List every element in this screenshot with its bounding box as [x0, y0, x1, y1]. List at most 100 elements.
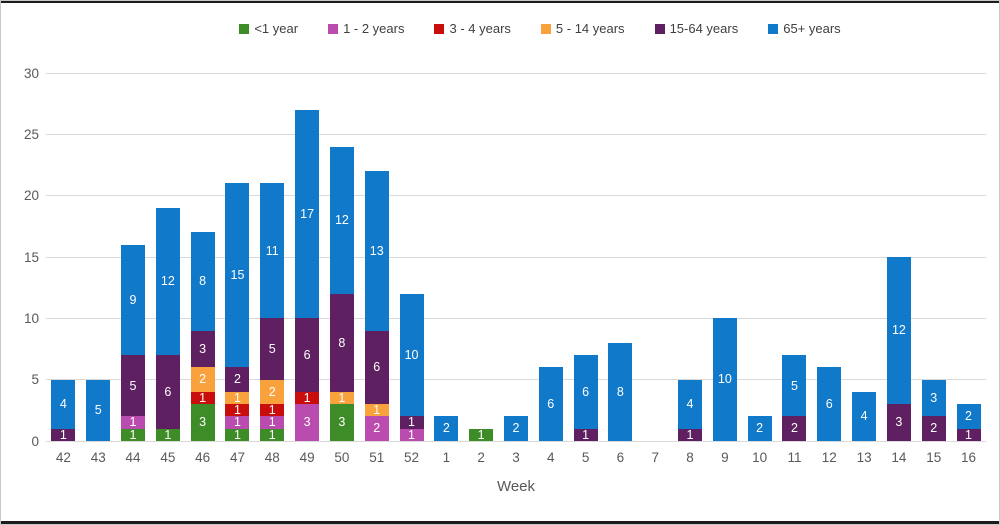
- legend-item: 5 - 14 years: [540, 21, 625, 36]
- plot-area: 1 4 5 1 1 5 9 1 6 12 3 1 2 3 8 1 1 1 1 2 15 1 1 1 2 5 11 3 1 6 17 3 1 8 12…: [46, 73, 986, 441]
- x-axis-tick-label: 2: [477, 450, 485, 465]
- x-axis-tick-label: 48: [264, 450, 280, 465]
- bar-column-week-2: 1: [464, 73, 499, 441]
- x-axis-tick-label: 5: [581, 450, 590, 465]
- bar-segment: 1: [51, 428, 76, 441]
- bar-segment: 1: [225, 404, 250, 416]
- bar-stack: 1: [469, 428, 494, 441]
- bar-segment: 6: [817, 367, 842, 441]
- bar-segment: 1: [260, 428, 285, 441]
- bar-segment: 8: [608, 342, 633, 441]
- bar-segment: 8: [329, 293, 354, 392]
- window-edge-top: [1, 1, 999, 3]
- legend-color-swatch: [434, 23, 445, 34]
- gridline: [46, 256, 986, 258]
- x-axis-tick-label: 47: [229, 450, 245, 465]
- bar-segment: 12: [329, 146, 354, 294]
- bar-segment: 3: [190, 404, 215, 441]
- bar-stack: 3 1 6 17: [295, 109, 320, 441]
- gridline: [46, 317, 986, 319]
- bar-segment: 1: [121, 428, 146, 441]
- bars-row: 1 4 5 1 1 5 9 1 6 12 3 1 2 3 8 1 1 1 1 2 15 1 1 1 2 5 11 3 1 6 17 3 1 8 12…: [46, 73, 986, 441]
- legend-item: 65+ years: [768, 21, 841, 36]
- legend-label: <1 year: [254, 21, 299, 36]
- gridline: [46, 72, 986, 74]
- bar-segment: 6: [573, 355, 598, 429]
- bar-column-week-4: 6: [533, 73, 568, 441]
- bar-column-week-6: 8: [603, 73, 638, 441]
- x-axis-tick-label: 15: [926, 450, 942, 465]
- bar-segment: 17: [295, 109, 320, 319]
- bar-stack: 2: [434, 416, 459, 441]
- bar-segment: 4: [51, 379, 76, 429]
- bar-segment: 11: [260, 183, 285, 319]
- bar-segment: 1: [329, 391, 354, 404]
- bar-column-week-43: 5: [81, 73, 116, 441]
- bar-segment: 1: [364, 404, 389, 416]
- bar-segment: 1: [225, 416, 250, 429]
- bar-stack: 6: [817, 367, 842, 441]
- bar-stack: 2 1 6 13: [364, 171, 389, 441]
- bar-column-week-13: 4: [847, 73, 882, 441]
- bar-segment: 1: [399, 416, 424, 429]
- bar-segment: 15: [225, 183, 250, 368]
- legend-color-swatch: [768, 23, 779, 34]
- bar-segment: 1: [295, 391, 320, 404]
- bar-stack: 3 12: [886, 257, 911, 441]
- x-axis-tick-label: 7: [651, 450, 659, 465]
- bar-stack: 4: [852, 391, 877, 441]
- bar-segment: 1: [678, 428, 703, 441]
- bar-segment: 1: [956, 428, 981, 441]
- legend-color-swatch: [654, 23, 665, 34]
- bar-segment: 4: [852, 391, 877, 441]
- bar-segment: 1: [399, 428, 424, 441]
- x-axis-tick-label: 46: [195, 450, 211, 465]
- bar-segment: 2: [503, 416, 528, 441]
- bar-segment: 9: [121, 244, 146, 356]
- bar-segment: 6: [364, 330, 389, 405]
- bar-stack: 5: [86, 379, 111, 441]
- bar-segment: 2: [260, 379, 285, 405]
- x-axis-labels: 42 43 44 45 46 47 48 49 50 51 52 1 2 3 4 5 6 7 8 9 10 11 12 13 1…: [46, 450, 986, 465]
- legend-color-swatch: [540, 23, 551, 34]
- bar-column-week-3: 2: [499, 73, 534, 441]
- y-axis-tick-label: 10: [23, 310, 39, 326]
- bar-segment: 5: [86, 379, 111, 441]
- bar-segment: 1: [260, 404, 285, 416]
- bar-segment: 2: [434, 416, 459, 441]
- y-axis-tick-label: 5: [31, 372, 39, 388]
- x-axis-tick-label: 52: [404, 450, 420, 465]
- bar-segment: 3: [295, 404, 320, 441]
- bar-segment: 1: [573, 428, 598, 441]
- y-axis-tick-label: 15: [23, 249, 39, 265]
- x-axis-tick-label: 9: [721, 450, 729, 465]
- x-axis-tick-label: 10: [752, 450, 768, 465]
- legend-label: 15-64 years: [669, 21, 739, 36]
- legend-label: 1 - 2 years: [343, 21, 405, 36]
- bar-segment: 3: [921, 379, 946, 417]
- bar-column-week-12: 6: [812, 73, 847, 441]
- x-axis-tick-label: 14: [891, 450, 907, 465]
- x-axis-tick-label: 1: [442, 450, 451, 465]
- bar-stack: 1 1 10: [399, 293, 424, 441]
- bar-stack: 3 1 8 12: [329, 146, 354, 441]
- bar-stack: 1 6 12: [155, 207, 180, 441]
- bar-column-week-50: 3 1 8 12: [325, 73, 360, 441]
- gridline: [46, 133, 986, 135]
- chart-legend: <1 year 1 - 2 years 3 - 4 years 5 - 14 year…: [81, 21, 999, 36]
- gridline: [46, 195, 986, 197]
- legend-item: <1 year: [239, 21, 298, 36]
- bar-stack: 1 1 1 2 5 11: [260, 183, 285, 441]
- y-axis-tick-label: 25: [23, 126, 39, 142]
- x-axis-tick-label: 42: [55, 450, 71, 465]
- bar-column-week-48: 1 1 1 2 5 11: [255, 73, 290, 441]
- bar-column-week-10: 2: [742, 73, 777, 441]
- bar-column-week-45: 1 6 12: [150, 73, 185, 441]
